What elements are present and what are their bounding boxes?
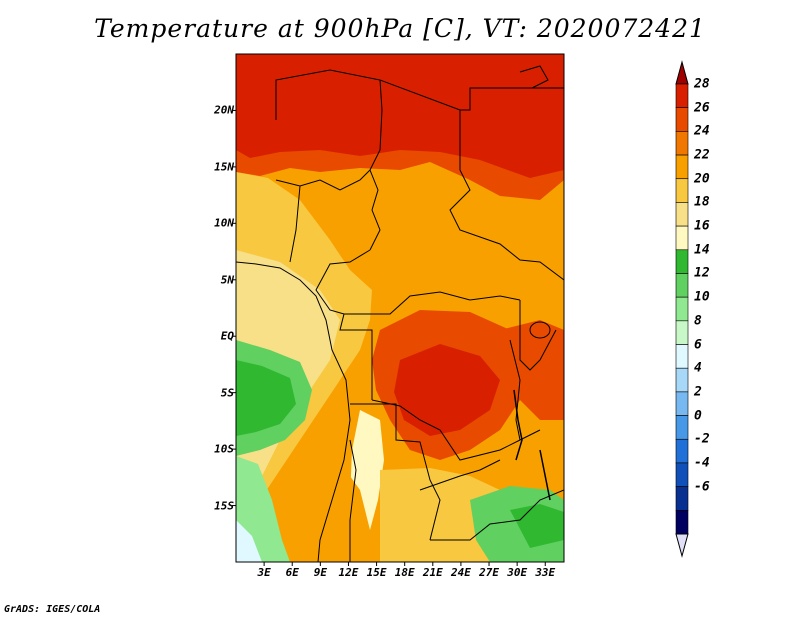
grads-credit: GrADS: IGES/COLA	[4, 604, 101, 615]
axis-ticks	[232, 109, 546, 566]
colorbar-cell	[675, 83, 689, 108]
temperature-zone-north-hot	[236, 54, 564, 178]
temperature-zone-southwest	[236, 520, 262, 562]
lat-tick-label: 15N	[214, 160, 234, 174]
colorbar-cell	[675, 320, 689, 345]
coastline	[236, 261, 351, 562]
colorbar-label: 24	[694, 123, 710, 139]
colorbar-label: 28	[694, 76, 710, 92]
lon-tick-label: 21E	[422, 566, 443, 579]
lon-tick-label: 9E	[313, 566, 327, 579]
lake-tanganyika	[513, 389, 523, 461]
colorbar-label: 10	[694, 289, 710, 305]
colorbar-cell	[675, 107, 689, 132]
lat-tick-label: 10N	[214, 216, 234, 230]
colorbar-label: 16	[694, 218, 710, 234]
colorbar-label: 12	[694, 265, 710, 281]
coastline-red-sea	[519, 65, 549, 89]
colorbar-cell	[675, 344, 689, 369]
colorbar-cell	[675, 249, 689, 274]
colorbar-label: -6	[694, 479, 710, 495]
lon-tick-label: 30E	[507, 566, 528, 579]
colorbar-cell	[675, 202, 689, 227]
lat-tick-label: 5S	[220, 386, 234, 400]
temperature-zone-namibia	[288, 462, 372, 562]
colorbar-cell	[675, 438, 689, 464]
colorbar-cell	[675, 462, 689, 487]
colorbar-label: -2	[694, 431, 710, 447]
colorbar-label: 18	[694, 194, 710, 210]
temperature-zone-southeast-cool	[510, 504, 564, 548]
colorbar-cell	[675, 486, 689, 511]
lake-victoria	[529, 321, 551, 339]
colorbar-cell	[675, 391, 689, 416]
lon-tick-label: 6E	[285, 566, 299, 579]
colorbar-cell	[675, 296, 689, 322]
colorbar-cell	[675, 131, 689, 156]
lake-malawi	[539, 449, 551, 501]
lon-tick-label: 18E	[394, 566, 415, 579]
map-title: Temperature at 900hPa [C], VT: 202007242…	[94, 14, 706, 43]
lon-tick-label: 15E	[366, 566, 387, 579]
lat-tick-label: 20N	[214, 103, 234, 117]
colorbar-label: 20	[694, 171, 710, 187]
lat-tick-label: 15S	[214, 499, 234, 513]
colorbar-cell	[675, 273, 689, 298]
colorbar-cell	[675, 367, 689, 393]
map-frame	[235, 53, 565, 563]
lat-tick-label: 10S	[214, 442, 234, 456]
temperature-zone-congo-core	[394, 344, 500, 436]
colorbar-top-arrow	[675, 60, 689, 85]
colorbar-cell	[675, 510, 689, 535]
colorbar-label: -4	[694, 455, 710, 471]
lon-tick-label: 3E	[257, 566, 271, 579]
colorbar-label: 22	[694, 147, 710, 163]
colorbar-cell	[675, 178, 689, 203]
colorbar-label: 4	[694, 360, 702, 376]
colorbar-label: 8	[694, 313, 702, 329]
lon-tick-label: 12E	[338, 566, 359, 579]
colorbar-label: 0	[694, 408, 702, 424]
colorbar-label: 2	[694, 384, 702, 400]
colorbar-label: 26	[694, 100, 710, 116]
country-borders	[275, 69, 564, 562]
colorbar-label: 14	[694, 242, 710, 258]
temperature-zone-ocean-cooler	[236, 360, 296, 436]
colorbar-cell	[675, 225, 689, 251]
colorbar-label: 6	[694, 337, 702, 353]
lat-tick-label: 5N	[220, 273, 234, 287]
colorbar-bottom-arrow	[675, 533, 689, 558]
colorbar-cell	[675, 415, 689, 440]
lon-tick-label: 24E	[450, 566, 471, 579]
colorbar-cell	[675, 154, 689, 180]
lon-tick-label: 33E	[535, 566, 556, 579]
lon-tick-label: 27E	[479, 566, 499, 579]
lat-tick-label: EQ	[220, 329, 234, 343]
